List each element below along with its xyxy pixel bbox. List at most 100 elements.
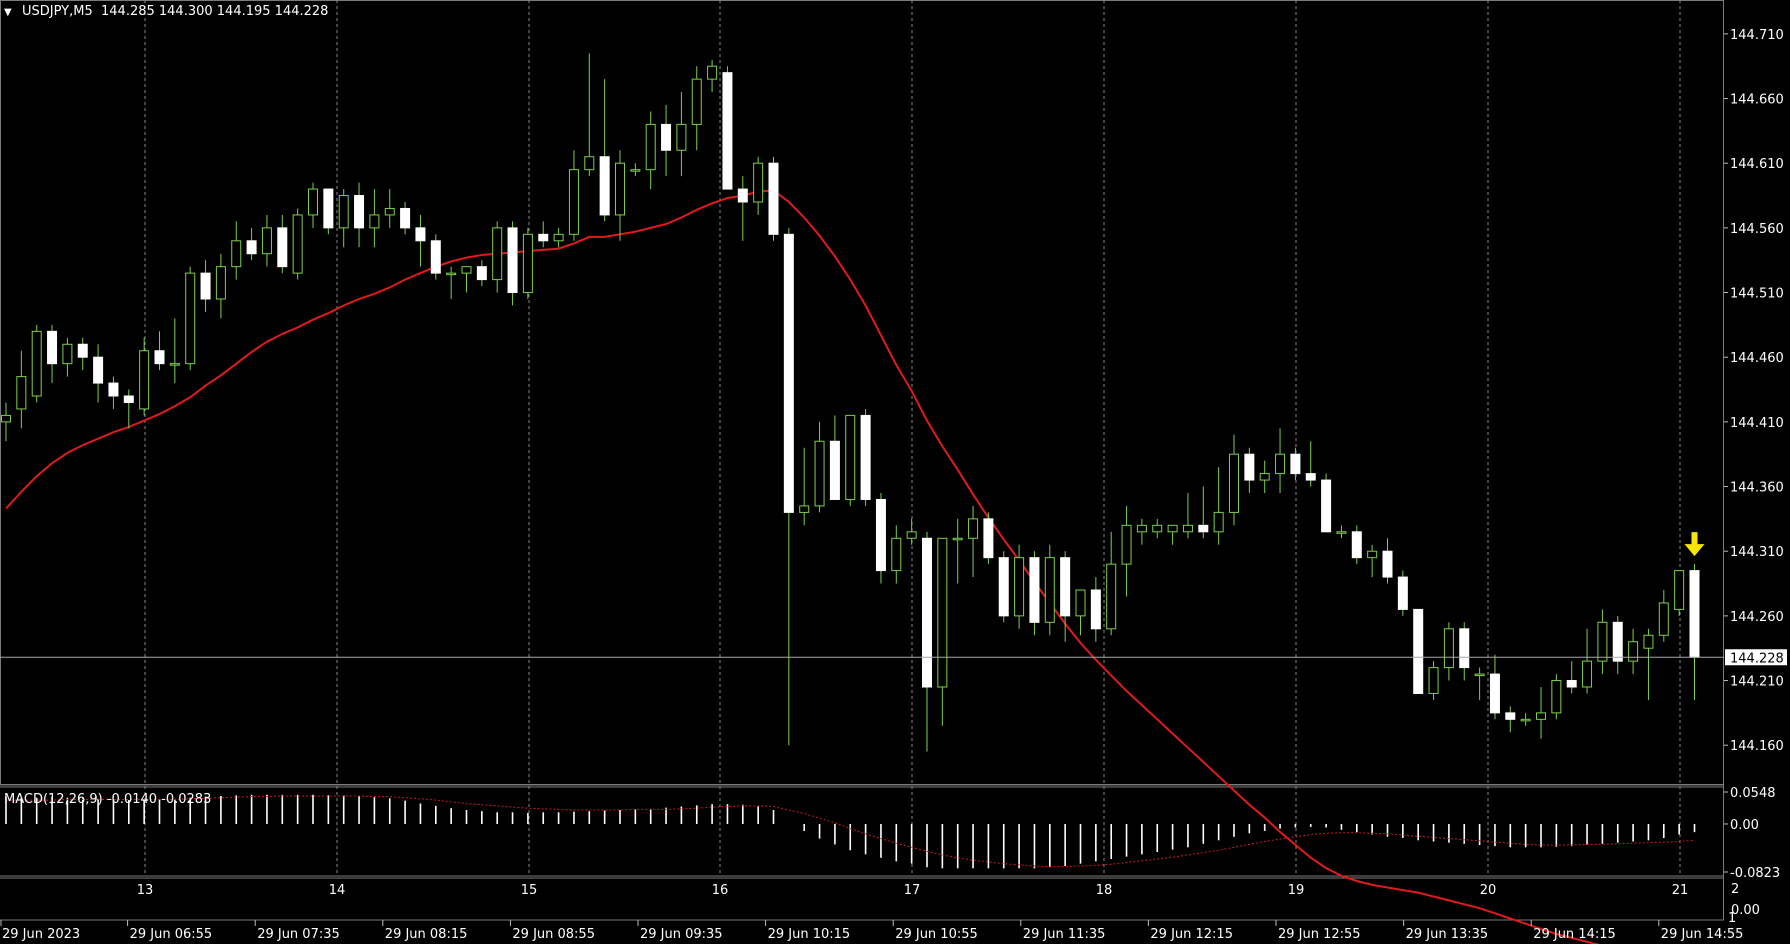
candle xyxy=(768,156,779,241)
candle xyxy=(875,493,886,584)
candle xyxy=(47,324,58,384)
candle xyxy=(277,214,288,274)
candle-body-bullish xyxy=(615,162,625,216)
day-tick-label: 16 xyxy=(712,883,729,898)
date-tick-label: 29 Jun 14:55 xyxy=(1661,927,1744,942)
candle-body-bullish xyxy=(1213,511,1224,533)
candle-body-bearish xyxy=(1060,557,1071,617)
sell-signal-arrow-icon[interactable] xyxy=(1684,532,1705,557)
candle xyxy=(1489,654,1500,720)
candle-body-bullish xyxy=(937,537,948,688)
candle xyxy=(507,221,518,306)
candle xyxy=(354,182,365,248)
candle-body-bearish xyxy=(108,382,119,397)
macd-header: MACD(12,26,9) -0.0140 -0.0283 xyxy=(4,792,211,807)
candle xyxy=(1305,441,1316,487)
macd-axis: 0.0548 0.00 -0.0823 xyxy=(1724,786,1780,881)
candle xyxy=(1136,518,1147,545)
price-tick-label: 144.310 xyxy=(1730,545,1784,560)
aux-axis-label: 2 xyxy=(1731,882,1739,897)
price-tick-label: 144.210 xyxy=(1730,675,1784,690)
candle-body-bullish xyxy=(338,195,349,229)
date-axis: 29 Jun 2023 29 Jun 06:55 29 Jun 07:35 29 Ju… xyxy=(0,920,1744,942)
candle-body-bullish xyxy=(676,123,687,151)
candle-body-bullish xyxy=(1044,557,1055,623)
candle xyxy=(1351,525,1362,565)
candle xyxy=(707,59,718,93)
candle-body-bearish xyxy=(507,227,518,294)
candle xyxy=(1182,493,1193,539)
price-tick-label: 144.260 xyxy=(1730,610,1784,625)
candle xyxy=(31,324,42,403)
date-tick-label: 29 Jun 12:15 xyxy=(1150,927,1233,942)
candle xyxy=(1075,589,1086,636)
candle xyxy=(1229,434,1239,526)
candle xyxy=(308,182,318,228)
candle-body-bearish xyxy=(783,233,794,513)
candle-body-bearish xyxy=(123,395,134,403)
price-axis: 144.710 144.660 144.610 144.560 144.510 144.4… xyxy=(1724,28,1784,754)
candle-body-bearish xyxy=(246,240,257,255)
candle xyxy=(968,505,979,578)
candle xyxy=(338,189,349,248)
x-axis: 13 14 15 16 17 18 19 20 21 2 0.001 xyxy=(137,882,1760,926)
candle-body-bearish xyxy=(1090,589,1101,630)
candle xyxy=(492,221,503,293)
candle-body-bearish xyxy=(1029,557,1040,623)
date-tick-label: 29 Jun 08:55 xyxy=(512,927,595,942)
candle xyxy=(123,389,134,429)
candle-body-bearish xyxy=(1198,524,1209,533)
candle xyxy=(1582,628,1593,694)
date-tick-label: 29 Jun 09:35 xyxy=(640,927,723,942)
candle xyxy=(231,221,242,280)
price-tick-label: 144.610 xyxy=(1730,157,1784,172)
day-tick-label: 19 xyxy=(1288,883,1305,898)
candle xyxy=(1612,615,1623,675)
candle xyxy=(323,188,334,235)
date-tick-label: 29 Jun 11:35 xyxy=(1023,927,1106,942)
day-tick-label: 14 xyxy=(329,883,346,898)
candle-body-bullish xyxy=(906,531,917,539)
candle-body-bullish xyxy=(691,78,702,125)
candle-body-bullish xyxy=(446,272,457,276)
candle xyxy=(1643,628,1654,700)
day-tick-label: 13 xyxy=(137,883,154,898)
dropdown-triangle-icon[interactable]: ▼ xyxy=(4,7,12,18)
candle-body-bullish xyxy=(645,123,656,171)
candle xyxy=(553,227,564,248)
down-arrow-icon[interactable] xyxy=(1684,532,1705,557)
candle xyxy=(415,214,426,267)
candle xyxy=(1275,428,1286,493)
price-tick-label: 144.360 xyxy=(1730,481,1784,496)
candle xyxy=(998,551,1009,623)
candle-body-bullish xyxy=(1443,628,1454,669)
candle-body-bearish xyxy=(1305,473,1316,481)
aux-axis-label: 0.00 xyxy=(1731,903,1760,918)
candle xyxy=(522,227,533,299)
candle xyxy=(1413,608,1424,694)
price-tick-label: 144.160 xyxy=(1730,739,1784,754)
symbol-header[interactable]: ▼ USDJPY,M5 144.285 144.300 144.195 144.… xyxy=(4,4,328,19)
candle xyxy=(400,202,411,235)
candle xyxy=(922,531,932,752)
candle-body-bullish xyxy=(62,343,73,365)
candle-body-bullish xyxy=(231,240,242,268)
candle xyxy=(860,408,871,506)
moving-average-layer xyxy=(5,189,1600,944)
candle-body-bullish xyxy=(1428,667,1439,694)
candle-body-bearish xyxy=(1566,680,1577,688)
candle-body-bullish xyxy=(461,266,472,274)
candle-body-bullish xyxy=(1536,712,1546,720)
candle-body-bullish xyxy=(1643,634,1654,649)
macd-tick-label: 0.0548 xyxy=(1730,786,1776,801)
candle-body-bearish xyxy=(1489,673,1500,714)
candle-body-bullish xyxy=(1106,563,1117,630)
candle-body-bullish xyxy=(16,376,27,410)
candle xyxy=(599,79,610,222)
candle-body-bearish xyxy=(922,537,932,688)
candle xyxy=(1090,577,1101,642)
candle-body-bullish xyxy=(845,414,856,500)
candle xyxy=(568,150,579,241)
candle-body-bearish xyxy=(476,266,487,281)
